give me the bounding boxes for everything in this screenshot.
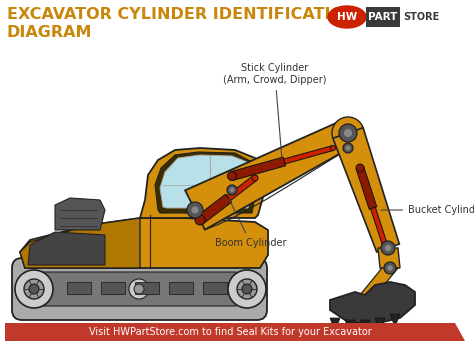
Circle shape (387, 265, 392, 271)
Text: EXCAVATOR CYLINDER IDENTIFICATION: EXCAVATOR CYLINDER IDENTIFICATION (7, 7, 357, 22)
Text: HW: HW (337, 12, 357, 22)
Circle shape (230, 188, 234, 192)
Polygon shape (227, 176, 257, 201)
Polygon shape (371, 207, 387, 246)
Polygon shape (360, 268, 398, 295)
Polygon shape (155, 152, 257, 213)
Circle shape (15, 270, 53, 308)
Polygon shape (197, 194, 232, 224)
Circle shape (385, 245, 391, 251)
Polygon shape (375, 318, 385, 331)
Polygon shape (330, 318, 340, 331)
Polygon shape (20, 218, 140, 268)
FancyBboxPatch shape (366, 7, 400, 27)
Circle shape (195, 215, 205, 225)
Circle shape (356, 164, 364, 172)
Circle shape (330, 146, 336, 151)
Ellipse shape (328, 6, 366, 28)
Text: Visit HWPartStore.com to find Seal Kits for your Excavator: Visit HWPartStore.com to find Seal Kits … (89, 327, 371, 337)
Circle shape (344, 129, 352, 137)
Polygon shape (390, 314, 400, 327)
Circle shape (252, 175, 258, 181)
Text: Stick Cylinder
(Arm, Crowd, Dipper): Stick Cylinder (Arm, Crowd, Dipper) (223, 63, 327, 157)
Polygon shape (360, 320, 370, 333)
Polygon shape (140, 148, 265, 218)
FancyBboxPatch shape (40, 272, 239, 306)
Circle shape (332, 117, 364, 149)
FancyBboxPatch shape (12, 258, 267, 320)
Circle shape (343, 143, 353, 153)
Text: PART: PART (368, 12, 398, 22)
Bar (101, 282, 125, 294)
Circle shape (237, 279, 257, 299)
Circle shape (187, 202, 203, 218)
Polygon shape (330, 282, 415, 325)
Circle shape (346, 146, 350, 150)
Polygon shape (5, 323, 465, 341)
Circle shape (381, 241, 395, 255)
Circle shape (339, 124, 357, 142)
Circle shape (228, 270, 266, 308)
Circle shape (24, 279, 44, 299)
Circle shape (191, 206, 199, 214)
Polygon shape (284, 146, 334, 164)
Circle shape (134, 284, 144, 294)
Text: DIAGRAM: DIAGRAM (7, 25, 92, 40)
Circle shape (29, 284, 39, 294)
Polygon shape (378, 248, 400, 268)
Circle shape (227, 185, 237, 195)
Polygon shape (28, 232, 105, 265)
Bar (135, 282, 159, 294)
Circle shape (384, 262, 396, 274)
Polygon shape (356, 167, 377, 209)
Circle shape (242, 284, 252, 294)
Circle shape (383, 243, 388, 247)
Polygon shape (55, 198, 105, 230)
Polygon shape (333, 128, 399, 252)
Polygon shape (160, 155, 252, 208)
Polygon shape (185, 120, 354, 230)
Circle shape (129, 279, 149, 299)
Polygon shape (231, 157, 286, 180)
Bar (203, 282, 227, 294)
Polygon shape (345, 320, 355, 333)
Bar (169, 282, 193, 294)
Circle shape (228, 172, 237, 181)
Text: Bucket Cylinder: Bucket Cylinder (381, 205, 474, 215)
Text: STORE: STORE (403, 12, 439, 22)
Text: Boom Cylinder: Boom Cylinder (215, 200, 286, 248)
Bar (67, 282, 91, 294)
Polygon shape (20, 218, 268, 268)
